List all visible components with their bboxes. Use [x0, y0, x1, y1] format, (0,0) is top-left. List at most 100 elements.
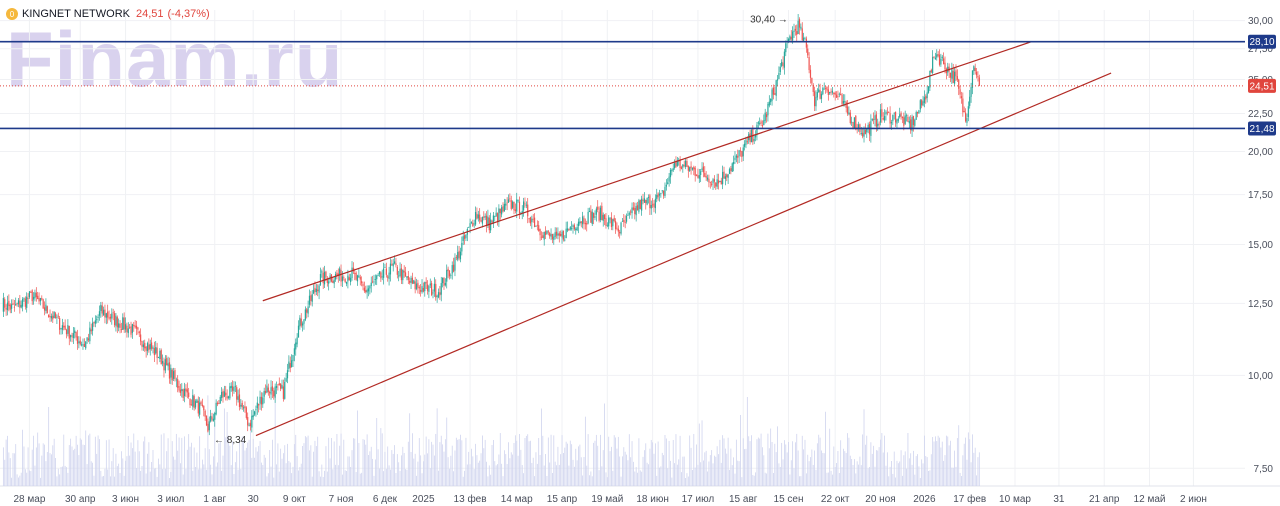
candle-body — [348, 277, 350, 281]
candle-body — [549, 233, 551, 237]
candle-body — [897, 118, 899, 121]
candle-body — [765, 114, 768, 118]
candle-body — [705, 175, 707, 178]
candle-body — [275, 385, 278, 388]
candle-body — [315, 288, 317, 293]
candle-body — [969, 96, 971, 106]
candle-body — [506, 202, 508, 204]
candle-body — [240, 404, 242, 407]
candle-body — [675, 161, 677, 168]
candle-body — [314, 287, 316, 293]
candle-body — [822, 87, 824, 95]
candle-body — [649, 195, 651, 209]
candle-body — [845, 101, 847, 108]
candle-body — [857, 124, 860, 129]
candle-body — [593, 213, 595, 218]
candle-body — [509, 198, 511, 200]
candle-body — [543, 231, 545, 240]
candle-body — [973, 66, 975, 72]
candle-body — [886, 112, 888, 114]
candle-body — [45, 304, 47, 311]
candle-body — [140, 334, 142, 342]
candle-body — [908, 121, 910, 124]
candle-body — [376, 275, 378, 280]
candle-body — [893, 112, 895, 114]
candle-body — [579, 221, 581, 224]
candle-body — [863, 128, 865, 137]
candle-body — [432, 292, 434, 294]
candle-body — [899, 114, 901, 118]
candle-body — [916, 111, 919, 114]
candle-body — [74, 330, 76, 334]
candle-body — [43, 307, 46, 311]
candle-body — [75, 332, 77, 338]
candle-body — [366, 289, 368, 293]
candle-body — [247, 417, 249, 426]
ticker-label[interactable]: KINGNET NETWORK — [22, 8, 130, 20]
candle-body — [937, 54, 939, 56]
candle-body — [451, 265, 453, 274]
candle-body — [17, 300, 20, 305]
candle-body — [673, 163, 676, 169]
candle-body — [544, 231, 547, 235]
candle-body — [809, 69, 812, 78]
candle-body — [333, 279, 335, 284]
candle-body — [830, 91, 832, 93]
candle-body — [483, 216, 485, 218]
candle-body — [269, 392, 271, 394]
x-tick-label: 20 ноя — [865, 494, 895, 505]
candle-body — [824, 88, 827, 89]
candle-body — [86, 337, 88, 341]
candle-body — [929, 70, 931, 88]
candle-body — [440, 283, 442, 295]
candle-body — [971, 70, 974, 88]
candle-body — [770, 98, 772, 103]
candle-body — [491, 220, 493, 223]
candle-body — [921, 100, 923, 106]
candle-body — [78, 341, 80, 344]
channel-upper-line — [262, 41, 1032, 302]
candle-body — [93, 321, 95, 324]
x-tick-label: 3 июн — [112, 494, 139, 505]
candle-body — [794, 28, 796, 31]
candle-body — [345, 281, 348, 284]
candle-body — [341, 276, 344, 282]
candle-body — [365, 290, 367, 293]
candle-body — [388, 272, 390, 280]
candle-body — [252, 414, 254, 418]
candle-body — [6, 302, 9, 311]
candle-body — [546, 230, 548, 235]
candle-body — [676, 161, 678, 166]
candle-body — [196, 399, 198, 403]
candle-body — [363, 287, 365, 292]
candle-body — [205, 415, 208, 426]
candle-body — [222, 390, 224, 398]
candle-body — [966, 118, 968, 123]
candle-body — [812, 84, 814, 92]
candle-body — [772, 87, 775, 95]
candle-body — [768, 101, 770, 106]
candle-body — [174, 370, 176, 380]
candle-body — [595, 208, 597, 215]
candle-body — [741, 150, 743, 157]
candle-body — [411, 277, 414, 284]
candle-body — [396, 267, 398, 275]
candle-body — [292, 354, 294, 362]
candle-body — [304, 309, 306, 320]
x-tick-label: 15 сен — [774, 494, 804, 505]
candle-body — [409, 280, 411, 283]
candle-body — [133, 324, 135, 327]
candle-body — [811, 77, 813, 84]
candle-body — [96, 319, 98, 321]
x-tick-label: 2 июн — [1180, 494, 1207, 505]
candle-body — [963, 110, 965, 113]
candle-body — [64, 325, 66, 330]
candle-body — [258, 404, 260, 406]
candle-body — [321, 271, 323, 273]
candle-body — [233, 386, 235, 392]
candle-body — [613, 217, 615, 221]
candle-body — [326, 278, 328, 283]
candle-body — [683, 164, 685, 166]
x-tick-label: 12 май — [1134, 494, 1166, 505]
